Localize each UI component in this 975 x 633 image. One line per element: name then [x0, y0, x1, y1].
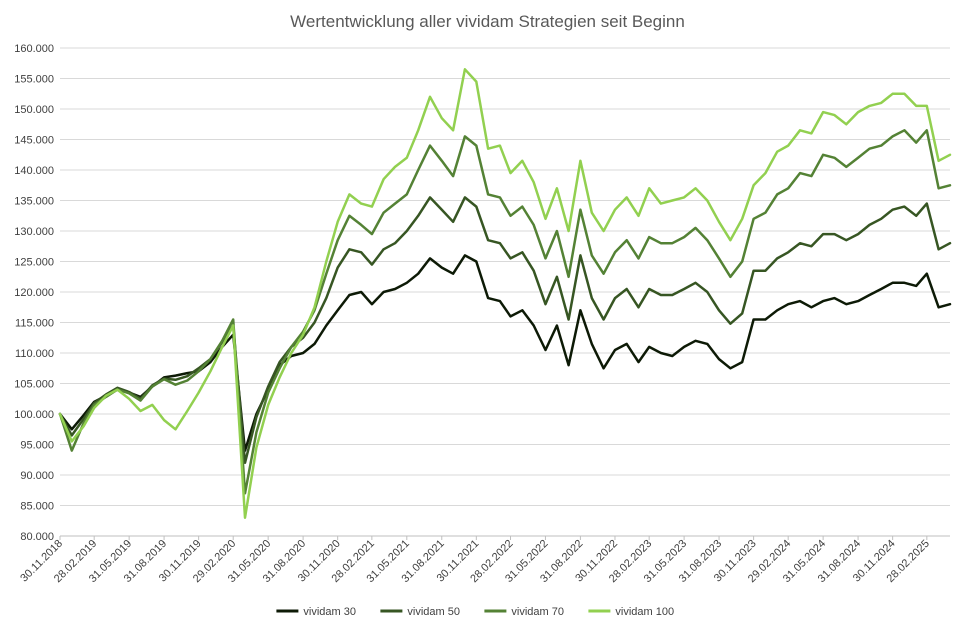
- y-tick-label: 145.000: [14, 135, 54, 147]
- y-axis-ticks: 80.000 85.000 90.000 95.000 100.000 105.000 11…: [14, 43, 54, 543]
- y-tick-label: 110.000: [15, 348, 54, 360]
- gridlines: [60, 47, 950, 537]
- y-tick-label: 140.000: [14, 165, 54, 177]
- y-tick-label: 135.000: [14, 196, 54, 208]
- legend: vividam 30 vividam 50 vividam 70 vividam 10…: [276, 606, 674, 618]
- y-tick-label: 120.000: [14, 287, 54, 299]
- legend-label-vividam-30: vividam 30: [303, 606, 356, 618]
- y-tick-label: 125.000: [14, 257, 54, 269]
- legend-label-vividam-100: vividam 100: [615, 606, 674, 618]
- legend-label-vividam-70: vividam 70: [511, 606, 564, 618]
- y-tick-label: 150.000: [14, 104, 54, 116]
- series-line-vividam-30: [58, 254, 952, 452]
- series-lines: [58, 68, 952, 519]
- series-line-vividam-100: [58, 68, 952, 519]
- y-tick-label: 105.000: [14, 379, 54, 391]
- y-tick-label: 95.000: [20, 440, 54, 452]
- series-line-vividam-70: [58, 129, 952, 495]
- y-tick-label: 115.000: [15, 318, 54, 330]
- y-tick-label: 90.000: [20, 470, 54, 482]
- y-tick-label: 155.000: [14, 74, 54, 86]
- legend-label-vividam-50: vividam 50: [407, 606, 460, 618]
- y-tick-label: 130.000: [14, 226, 54, 238]
- chart-title: Wertentwicklung aller vividam Strategien…: [290, 12, 685, 31]
- y-tick-label: 80.000: [20, 531, 54, 543]
- y-tick-label: 85.000: [20, 501, 54, 513]
- y-tick-label: 100.000: [14, 409, 54, 421]
- series-line-vividam-50: [58, 196, 952, 465]
- x-axis-ticks: 30.11.201828.02.201931.05.201931.08.2019…: [18, 536, 932, 585]
- y-tick-label: 160.000: [14, 43, 54, 55]
